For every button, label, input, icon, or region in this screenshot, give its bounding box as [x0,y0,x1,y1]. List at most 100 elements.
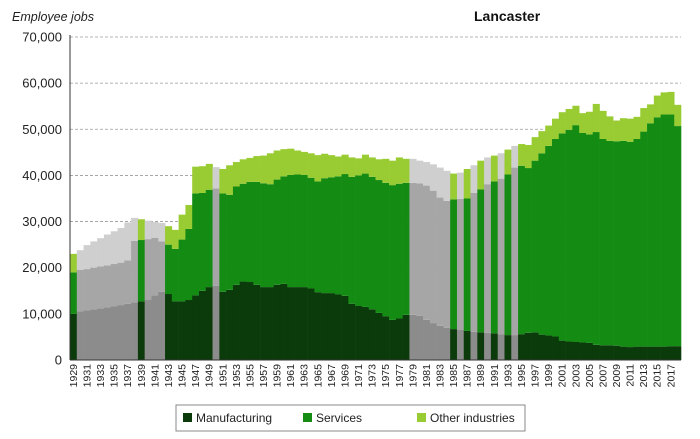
manufacturing-bar [497,334,505,360]
y-axis-label: Employee jobs [12,10,94,24]
legend-label: Manufacturing [196,411,272,425]
services-bar [579,132,587,343]
services-bar [674,126,682,347]
other-industries-bar [640,108,648,132]
services-bar [531,160,539,333]
x-tick-label: 1945 [177,364,189,388]
manufacturing-bar [300,287,308,360]
chart-title: Lancaster [474,8,541,24]
services-bar [314,181,322,293]
other-industries-bar [572,105,580,126]
services-bar [524,168,532,333]
other-industries-bar [348,157,356,177]
services-bar [239,183,247,282]
services-bar [294,174,302,288]
manufacturing-bar [131,302,139,360]
services-bar [300,174,308,288]
other-industries-bar [538,131,546,154]
services-bar [436,197,444,326]
x-tick-label: 2005 [584,364,596,388]
x-tick-label: 1987 [462,364,474,388]
other-industries-bar [375,159,383,181]
manufacturing-bar [443,327,451,360]
manufacturing-bar [579,342,587,360]
other-industries-bar [416,160,424,184]
manufacturing-bar [178,301,186,360]
services-bar [151,237,159,296]
other-industries-bar [477,160,485,190]
manufacturing-bar [416,315,424,360]
other-industries-bar [450,173,458,200]
manufacturing-bar [266,287,274,360]
other-industries-bar [524,144,532,169]
manufacturing-bar [606,345,614,360]
manufacturing-bar [321,293,329,360]
manufacturing-bar [341,295,349,360]
services-bar [545,145,553,336]
manufacturing-bar [599,345,607,360]
manufacturing-bar [103,307,112,360]
other-industries-bar [470,165,478,193]
x-tick-label: 1999 [543,364,555,388]
manufacturing-bar [402,314,410,360]
x-tick-label: 1933 [95,364,107,388]
services-bar [185,228,193,301]
services-bar [307,177,315,289]
y-tick-label: 40,000 [22,168,62,183]
x-tick-label: 1997 [530,364,542,388]
other-industries-bar [504,149,512,175]
legend-label: Other industries [430,411,515,425]
legend-box [175,404,526,432]
x-tick-label: 1937 [122,364,134,388]
other-industries-bar [511,145,519,168]
other-industries-bar [626,118,634,142]
services-bar [619,140,627,347]
manufacturing-bar [287,287,295,360]
manufacturing-bar [375,312,383,360]
manufacturing-bar [226,289,234,360]
x-tick-label: 1995 [516,364,528,388]
other-industries-bar [76,250,84,271]
services-bar [463,198,471,331]
services-bar [361,173,370,307]
manufacturing-bar [307,288,315,360]
other-industries-bar [660,92,668,115]
services-bar [477,189,485,333]
manufacturing-bar [205,287,213,360]
other-industries-bar [497,153,505,179]
y-tick-label: 60,000 [22,76,62,91]
manufacturing-bar [395,318,403,360]
other-industries-bar [192,166,200,194]
services-bar [572,125,580,342]
other-industries-bar [633,116,641,139]
other-industries-bar [246,157,254,182]
other-industries-bar [307,153,315,178]
other-industries-bar [484,157,492,185]
manufacturing-bar [368,309,376,360]
y-tick-label: 20,000 [22,260,62,275]
manufacturing-bar [212,285,220,360]
other-industries-bar [334,156,342,177]
manufacturing-bar [124,303,132,360]
manufacturing-bar [158,291,166,360]
other-industries-bar [558,112,566,134]
other-industries-bar [165,226,173,245]
services-bar [76,270,84,312]
other-industries-bar [585,111,594,135]
x-tick-label: 1955 [244,364,256,388]
manufacturing-bar [280,283,288,360]
services-bar [70,272,78,314]
x-tick-label: 1991 [489,364,501,388]
x-tick-label: 1979 [407,364,419,388]
other-industries-bar [137,219,145,241]
other-industries-bar [327,155,336,178]
manufacturing-bar [613,345,621,360]
manufacturing-bar [90,309,98,360]
manufacturing-bar [565,341,573,360]
manufacturing-bar [165,294,173,360]
other-industries-bar [300,151,308,175]
services-bar [667,114,675,347]
other-industries-bar [110,231,118,265]
x-tick-label: 1993 [502,364,514,388]
x-tick-label: 1949 [204,364,216,388]
